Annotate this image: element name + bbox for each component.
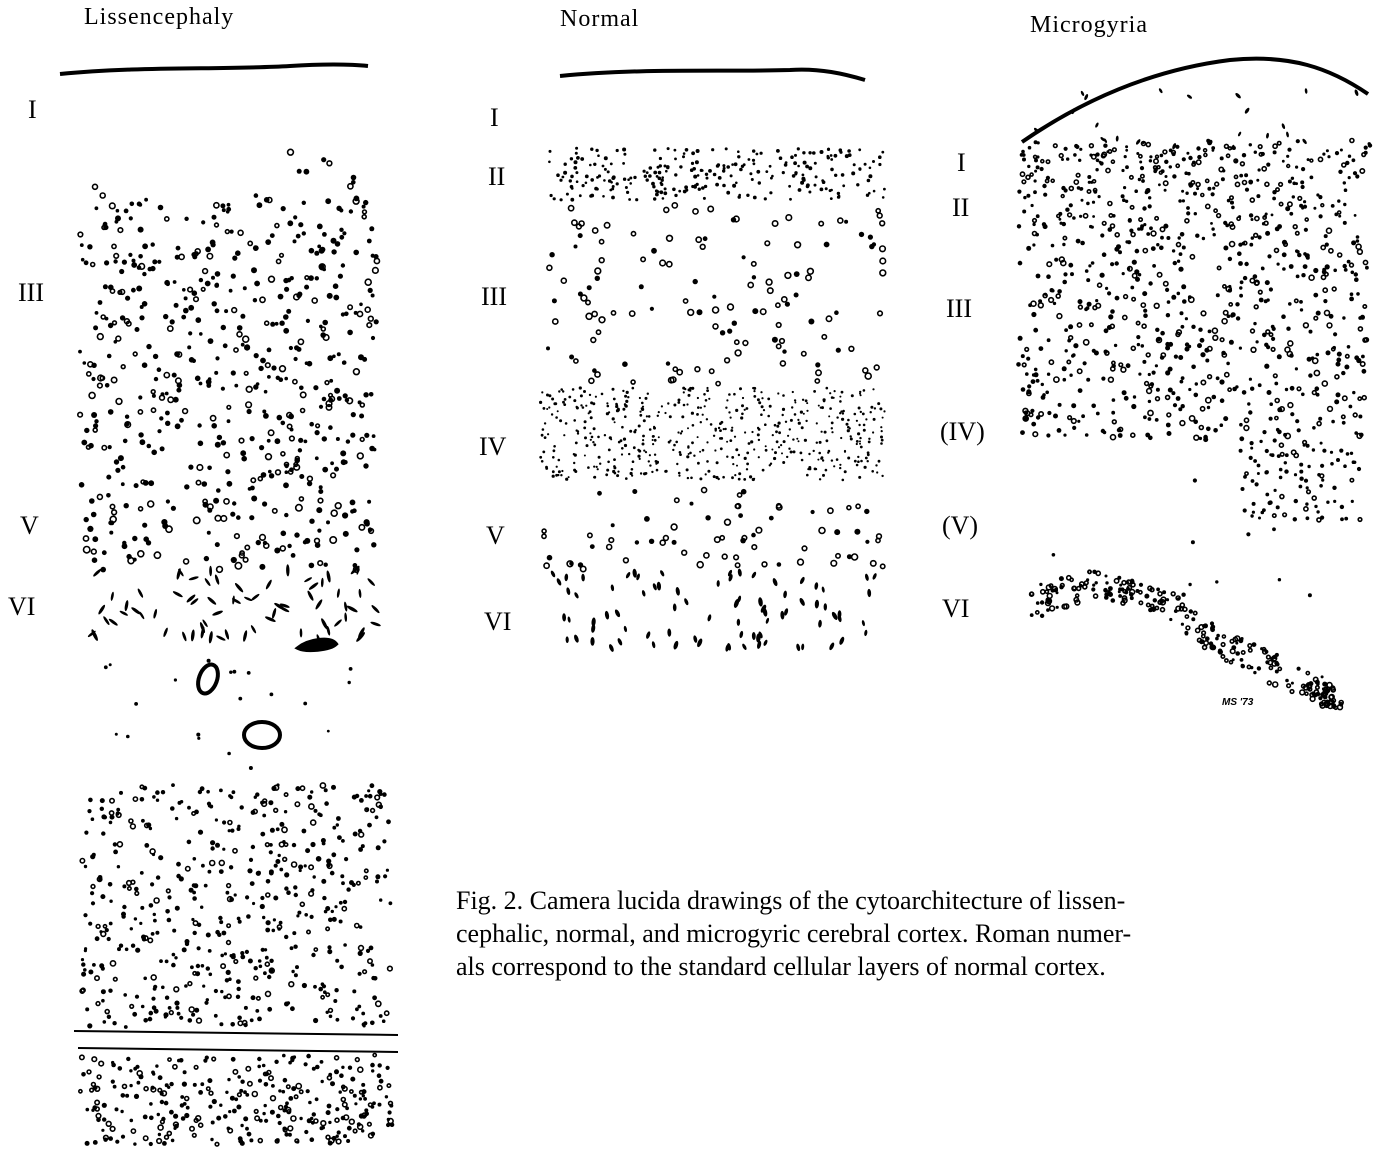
liss-vessel-outline (294, 637, 339, 653)
artist-signature: MS '73 (1222, 697, 1254, 708)
normal-layer-label: II (488, 162, 506, 191)
liss-layer-label: VI (8, 592, 36, 621)
normal-layer-label: VI (484, 607, 512, 636)
normal-layer-label: I (490, 103, 499, 132)
normal-layer-label: V (486, 521, 505, 550)
liss-boundary-line (73, 1030, 399, 1036)
micro-layer-label: (IV) (940, 417, 985, 446)
micro-layer-label: III (946, 294, 972, 323)
micro-layer-label: VI (942, 594, 970, 623)
micro-pial-surface (1020, 56, 1370, 144)
liss-pial-surface (59, 62, 369, 76)
normal-title: Normal (560, 6, 640, 32)
normal-layer-label: III (481, 282, 507, 311)
normal-pial-surface (559, 67, 866, 82)
liss-boundary-line (77, 1047, 399, 1053)
liss-vessel-outline (196, 662, 220, 696)
liss-layer-label: III (18, 278, 44, 307)
liss-layer-label: I (28, 95, 37, 124)
neuron-cell-dots (76, 88, 1373, 1147)
lissencephaly-title: Lissencephaly (84, 4, 235, 30)
liss-layer-label: V (20, 511, 39, 540)
caption-line: cephalic, normal, and microgyric cerebra… (456, 919, 1132, 948)
figure-caption: Fig. 2. Camera lucida drawings of the cy… (456, 884, 1356, 983)
micro-layer-label: I (957, 148, 966, 177)
caption-line: als correspond to the standard cellular … (456, 952, 1106, 981)
caption-line: Fig. 2. Camera lucida drawings of the cy… (456, 886, 1126, 915)
microgyria-title: Microgyria (1030, 12, 1148, 38)
micro-layer-label: II (952, 193, 970, 222)
micro-layer-label: (V) (942, 511, 979, 540)
normal-layer-label: IV (479, 432, 507, 461)
liss-vessel-outline (242, 720, 282, 750)
